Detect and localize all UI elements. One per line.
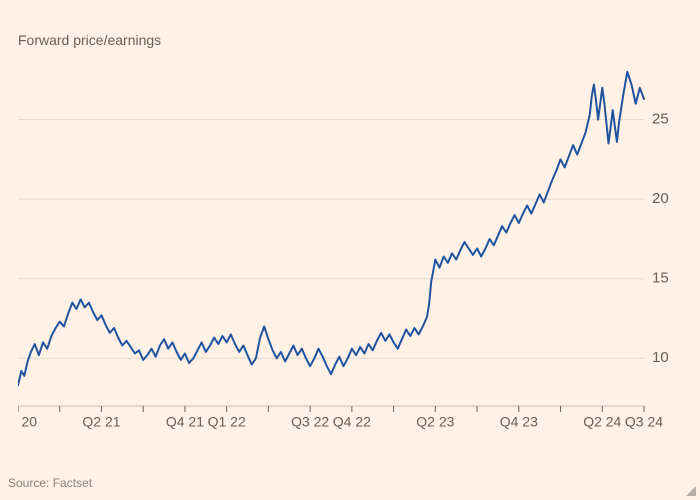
resize-corner-icon bbox=[686, 486, 696, 496]
svg-text:10: 10 bbox=[652, 349, 669, 366]
svg-text:Q4 22: Q4 22 bbox=[333, 413, 371, 429]
x-tick-marks bbox=[18, 406, 644, 412]
svg-text:Q4 20: Q4 20 bbox=[18, 413, 37, 429]
svg-text:Q4 21: Q4 21 bbox=[166, 413, 204, 429]
chart-plot: 10152025 Q4 20Q2 21Q4 21Q1 22Q3 22Q4 22Q… bbox=[18, 56, 678, 446]
line-series bbox=[18, 72, 644, 385]
svg-text:Q3 24: Q3 24 bbox=[625, 413, 663, 429]
svg-text:15: 15 bbox=[652, 270, 669, 287]
chart-subtitle: Forward price/earnings bbox=[18, 32, 161, 48]
svg-text:Q4 23: Q4 23 bbox=[500, 413, 538, 429]
svg-text:25: 25 bbox=[652, 111, 669, 128]
svg-text:Q1 22: Q1 22 bbox=[208, 413, 246, 429]
chart-container: Forward price/earnings 10 15 20 25 Q4 20 Q2 … bbox=[0, 0, 700, 500]
x-tick-labels: Q4 20 Q2 21 Q4 21Q1 22 Q3 22Q4 22 Q2 23 Q4 23… bbox=[18, 413, 663, 429]
y-tick-labels: 10 15 20 25 bbox=[652, 111, 669, 367]
svg-text:Q2 24: Q2 24 bbox=[583, 413, 621, 429]
svg-text:20: 20 bbox=[652, 190, 669, 207]
chart-source: Source: Factset bbox=[8, 476, 92, 490]
svg-text:Q3 22: Q3 22 bbox=[291, 413, 329, 429]
svg-text:Q2 21: Q2 21 bbox=[82, 413, 120, 429]
svg-text:Q2 23: Q2 23 bbox=[416, 413, 454, 429]
y-gridlines bbox=[18, 120, 644, 359]
